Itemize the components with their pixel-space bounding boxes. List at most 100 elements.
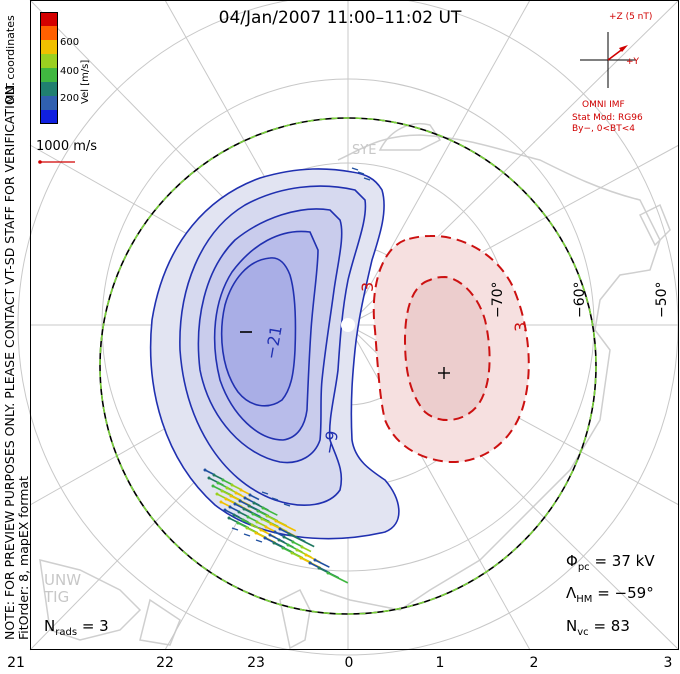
colorbar-swatch	[40, 96, 58, 111]
velocity-vector-origin	[287, 532, 291, 536]
mlt-label-22: 22	[156, 655, 174, 671]
contour-label-3b: 3	[511, 322, 530, 332]
velocity-vector-origin	[252, 501, 256, 505]
velocity-vector-origin	[268, 533, 272, 537]
hm-latitude: ΛHM = −59°	[566, 584, 654, 605]
velocity-vector	[265, 526, 276, 533]
colorbar-swatch	[40, 40, 58, 55]
velocity-vector	[213, 474, 224, 481]
velocity-vector	[238, 511, 249, 518]
mlt-label-2: 2	[529, 655, 539, 671]
colorbar-swatch	[40, 110, 58, 124]
lat-label-minus70: −70°	[490, 281, 506, 318]
velocity-vector-origin	[245, 526, 249, 530]
velocity-vector-origin	[225, 486, 229, 490]
velocity-vector-origin	[242, 507, 246, 511]
colorbar-border	[40, 12, 58, 124]
velocity-vector-origin	[273, 530, 277, 534]
velocity-vector	[240, 489, 251, 496]
contour-label-3a: 3	[358, 282, 377, 292]
velocity-vector-origin	[227, 516, 231, 520]
radar-count: Nrads = 3	[44, 617, 109, 638]
velocity-vector	[271, 497, 279, 501]
velocity-vector-origin	[265, 514, 269, 518]
velocity-vector-origin	[241, 518, 245, 522]
velocity-vector	[357, 171, 365, 175]
mlt-label-3: 3	[663, 655, 673, 671]
velocity-vector-origin	[221, 478, 225, 482]
velocity-vector-origin	[203, 468, 207, 472]
velocity-vector	[255, 539, 263, 543]
velocity-vector-origin	[272, 541, 276, 545]
velocity-vector-origin	[243, 496, 247, 500]
velocity-vector-origin	[260, 517, 264, 521]
velocity-vector-origin	[239, 488, 243, 492]
fit-order-note: FitOrder: 8, mapEX format	[16, 476, 31, 640]
colorbar-tick-200: 200	[60, 93, 80, 104]
velocity-vector-origin	[299, 556, 303, 560]
preview-note: NOTE: FOR PREVIEW PURPOSES ONLY. PLEASE …	[2, 82, 17, 640]
velocity-vector	[231, 484, 242, 491]
page-title: 04/Jan/2007 11:00–11:02 UT	[218, 8, 462, 28]
velocity-vector	[229, 506, 240, 513]
positive-contour-inner	[403, 275, 491, 422]
velocity-vector	[220, 501, 231, 508]
velocity-vector-origin	[234, 491, 238, 495]
magnetic-pole	[341, 318, 355, 332]
velocity-vector-origin	[261, 506, 265, 510]
velocity-vector-origin	[219, 500, 223, 504]
velocity-vector	[247, 516, 258, 523]
colorbar-tick-400: 400	[60, 66, 80, 77]
velocity-vector-origin	[277, 538, 281, 542]
velocity-vector-origin	[215, 492, 219, 496]
imf-dial	[580, 32, 636, 88]
velocity-vector-origin	[246, 515, 250, 519]
velocity-vector	[262, 507, 278, 516]
velocity-vector	[363, 177, 371, 181]
imf-source: OMNI IMF	[582, 100, 625, 110]
imf-condition: By−, 0<BT<4	[572, 124, 635, 134]
velocity-vector-origin	[237, 510, 241, 514]
velocity-vector	[256, 521, 267, 528]
velocity-vector-origin	[286, 543, 290, 547]
vector-count: Nvc = 83	[566, 617, 630, 638]
velocity-vector-origin	[233, 502, 237, 506]
mlt-label-23: 23	[247, 655, 265, 671]
mlt-label-21: 21	[7, 655, 25, 671]
velocity-vector-origin	[238, 499, 242, 503]
velocity-vector-origin	[290, 551, 294, 555]
velocity-vector-origin	[317, 566, 321, 570]
velocity-vector-origin	[251, 512, 255, 516]
velocity-vector	[274, 531, 285, 538]
velocity-vector-origin	[211, 484, 215, 488]
velocity-vector	[283, 503, 291, 507]
velocity-vector	[351, 167, 359, 171]
velocity-vector-origin	[216, 481, 220, 485]
velocity-vector-origin	[224, 497, 228, 501]
velocity-vector-origin	[256, 509, 260, 513]
hm-boundary-green	[99, 117, 597, 615]
velocity-vector-origin	[295, 548, 299, 552]
velocity-vector-origin	[291, 540, 295, 544]
cross-polar-potential: Φpc = 37 kV	[566, 552, 655, 573]
velocity-vector-origin	[278, 527, 282, 531]
colorbar-swatch	[40, 54, 58, 69]
velocity-vector-origin	[236, 521, 240, 525]
velocity-vector-origin	[308, 561, 312, 565]
velocity-vector	[292, 541, 303, 548]
velocity-vector	[231, 527, 239, 531]
velocity-vector	[288, 533, 315, 548]
velocity-vector-origin	[228, 505, 232, 509]
velocity-vector	[327, 572, 349, 584]
contour-label-minus9: −9	[319, 429, 342, 456]
lat-label-minus60: −60°	[572, 281, 588, 318]
negative-contour-inner	[220, 257, 297, 407]
velocity-vector-origin	[281, 546, 285, 550]
velocity-vector-origin	[212, 473, 216, 477]
velocity-vector-origin	[229, 494, 233, 498]
velocity-vector-origin	[274, 519, 278, 523]
latitude-labels: −50° −60° −70°	[490, 281, 670, 318]
velocity-vector-origin	[326, 571, 330, 575]
velocity-vector	[283, 536, 294, 543]
